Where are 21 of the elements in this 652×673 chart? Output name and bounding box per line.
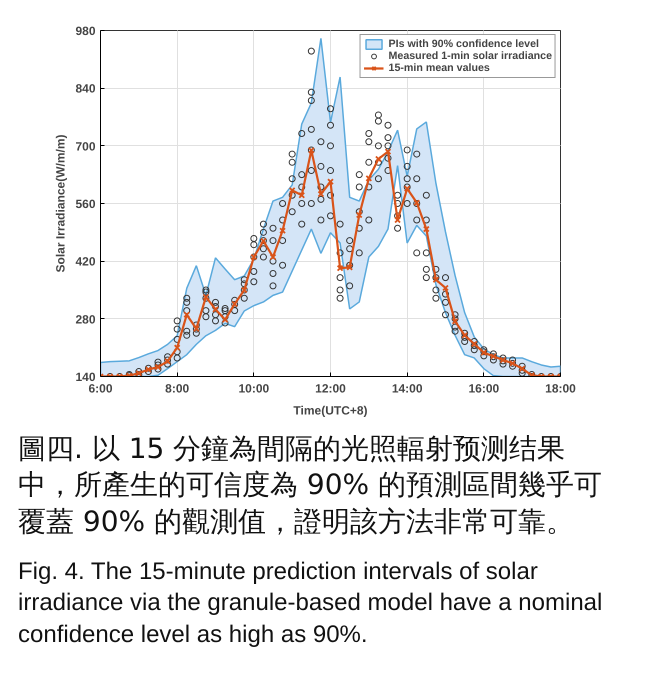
legend-label: Measured 1-min solar irradiance: [388, 50, 552, 62]
y-axis-title: Solar Irradiance(W/m/m): [53, 134, 68, 273]
x-tick-label: 14:00: [392, 382, 423, 396]
y-tick-label: 560: [75, 197, 96, 211]
x-tick-label: 16:00: [468, 382, 500, 396]
x-tick-label: 6:00: [88, 382, 113, 396]
text: 圖四. 以 15 分鐘為間隔的光照輻射预测结果中，所產生的可信度為 90% 的預測區間幾乎可覆蓋 90% 的觀測值，證明該方法非常可靠。: [18, 431, 604, 540]
x-axis-title: Time(UTC+8): [293, 404, 368, 418]
caption: Fig. 4. The 15-minute prediction intervals of solar irradiance via the granule-based model have a nominal confidence level as high as 90%.: [18, 557, 604, 650]
y-tick-label: 840: [75, 82, 96, 96]
y-tick-label: 420: [75, 254, 96, 269]
y-tick-label: 140: [75, 370, 96, 384]
x-tick-label: 18:00: [545, 382, 576, 396]
y-tick-label: 980: [75, 24, 96, 38]
x-tick-label: 10:00: [238, 382, 270, 396]
x-tick-label: 12:00: [315, 382, 346, 396]
legend-label: PIs with 90% confidence level: [388, 38, 539, 50]
x-tick-label: 8:00: [165, 382, 190, 396]
legend-label: 15-min mean values: [388, 62, 490, 74]
y-tick-label: 700: [75, 139, 96, 154]
y-tick-label: 280: [75, 312, 96, 326]
